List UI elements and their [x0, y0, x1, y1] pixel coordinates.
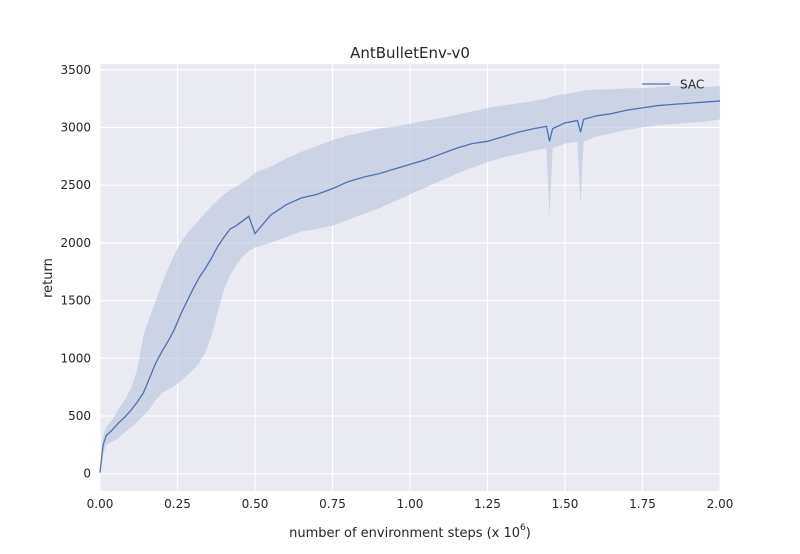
x-tick-label: 1.25: [474, 497, 501, 511]
y-tick-label: 3000: [60, 120, 91, 134]
y-tick-label: 2000: [60, 236, 91, 250]
chart-title: AntBulletEnv-v0: [350, 44, 470, 62]
series-sac-confidence-band: [100, 85, 720, 474]
y-tick-label: 500: [68, 409, 91, 423]
x-tick-label: 1.00: [397, 497, 424, 511]
y-tick-label: 3500: [60, 63, 91, 77]
x-tick-label: 0.50: [242, 497, 269, 511]
legend: SAC: [642, 78, 704, 92]
y-tick-label: 0: [83, 467, 91, 481]
x-tick-label: 1.75: [629, 497, 656, 511]
x-tick-label: 0.75: [319, 497, 346, 511]
tick-labels: 0.00 0.25 0.50 0.75 1.00 1.25 1.50 1.75 2.00 0 500…: [60, 63, 733, 511]
x-tick-label: 2.00: [707, 497, 734, 511]
x-tick-label: 0.00: [87, 497, 114, 511]
x-tick-label: 1.50: [552, 497, 579, 511]
x-axis-label: number of environment steps (x 106): [289, 523, 531, 541]
y-tick-label: 1500: [60, 294, 91, 308]
y-axis-label: return: [41, 258, 56, 298]
legend-label-sac: SAC: [680, 78, 704, 92]
x-tick-label: 0.25: [164, 497, 191, 511]
x-axis-label-main: number of environment steps (x 10: [289, 526, 520, 541]
y-tick-label: 1000: [60, 351, 91, 365]
y-tick-label: 2500: [60, 178, 91, 192]
x-axis-label-exponent: 6: [520, 523, 526, 533]
x-axis-label-suffix: ): [526, 526, 531, 541]
series-sac-line: [99, 100, 721, 473]
